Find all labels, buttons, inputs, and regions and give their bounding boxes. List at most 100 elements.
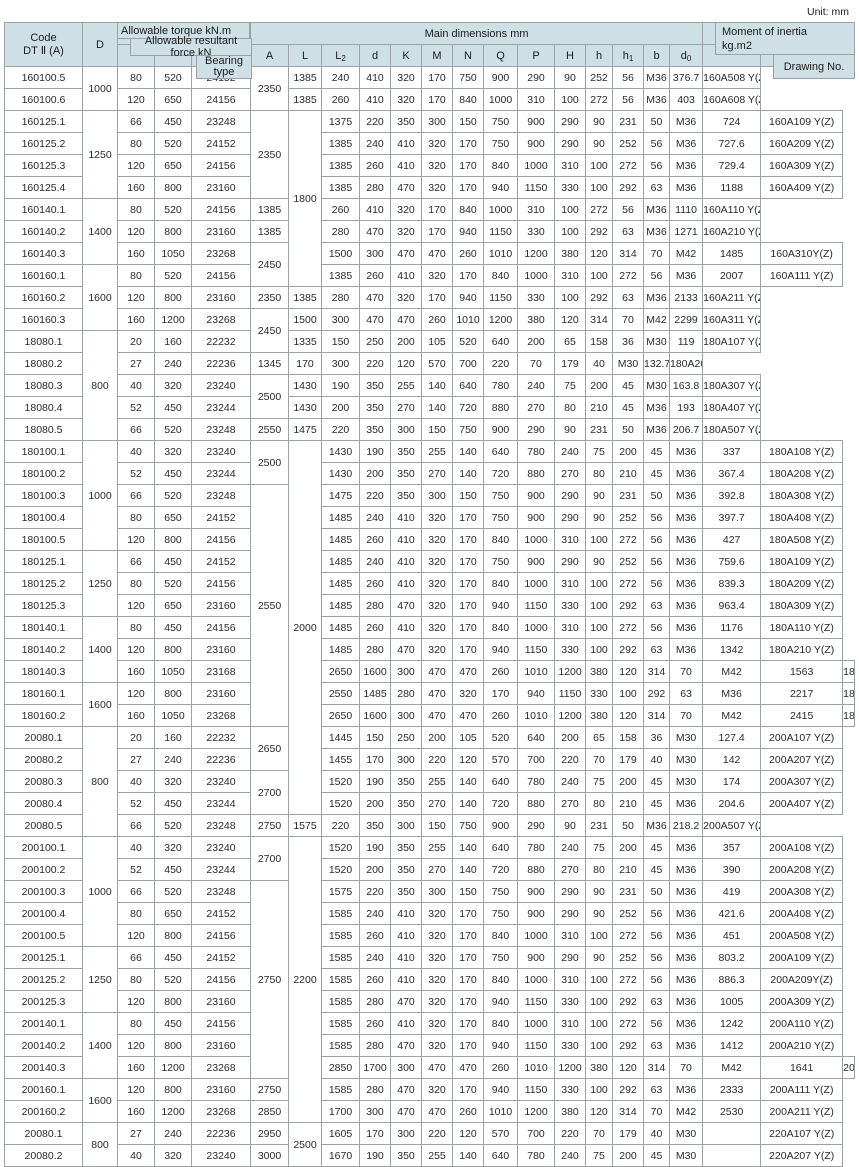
cell-drawing-no: 160A608 Y(Z) [702, 88, 762, 111]
cell-N: 120 [452, 1122, 484, 1145]
cell-bearing-type: 23268 [191, 308, 251, 331]
cell-allowable-force: 800 [154, 176, 192, 199]
cell-A: 3000 [250, 1144, 289, 1167]
cell-bearing-type: 23240 [191, 440, 251, 463]
cell-b: 45 [643, 440, 670, 463]
cell-h: 120 [585, 1100, 613, 1123]
cell-b: 63 [643, 638, 670, 661]
cell-d0: M36 [643, 286, 670, 309]
cell-D: 1250 [82, 550, 118, 617]
cell-H: 290 [554, 902, 586, 925]
cell-moment-of-inertia: 451 [702, 924, 762, 947]
cell-d: 220 [359, 484, 391, 507]
cell-moment-of-inertia: 1485 [702, 242, 762, 265]
cell-K: 410 [390, 968, 422, 991]
cell-D: 1250 [82, 110, 118, 199]
cell-drawing-no: 180A111Y(Z) [842, 682, 855, 705]
header-col-d0: d0 [668, 44, 704, 67]
cell-allowable-force: 320 [154, 440, 192, 463]
cell-Q: 840 [452, 198, 484, 221]
cell-b: 45 [643, 1144, 670, 1167]
cell-P: 880 [483, 396, 518, 419]
cell-H: 290 [517, 66, 555, 89]
cell-H: 330 [554, 1034, 586, 1057]
cell-allowable-torque: 20 [117, 330, 155, 353]
cell-d0: M36 [668, 836, 704, 859]
table-row: 160160.1 1600 80 520 24156 1385 260 410 320 170 84… [4, 264, 855, 331]
cell-h1: 292 [585, 286, 613, 309]
header-bearing-line1: Bearing [205, 55, 243, 67]
cell-moment-of-inertia: 1110 [668, 198, 704, 221]
cell-d0: M36 [668, 110, 704, 133]
header-col-A: A [250, 44, 289, 67]
header-col-N: N [452, 44, 484, 67]
cell-h1: 231 [585, 814, 613, 837]
cell-N: 170 [421, 88, 453, 111]
cell-M: 320 [421, 638, 453, 661]
cell-allowable-force: 450 [154, 550, 192, 573]
cell-code: 200140.3 [4, 1056, 83, 1079]
cell-h1: 252 [612, 506, 644, 529]
cell-h1: 292 [643, 682, 670, 705]
cell-h1: 252 [612, 132, 644, 155]
cell-allowable-torque: 66 [117, 946, 155, 969]
cell-H: 270 [554, 462, 586, 485]
cell-P: 1200 [554, 660, 586, 683]
table-row: 160100.6 120 650 24156 1385 260 410 320 170 840 10… [4, 88, 855, 111]
cell-bearing-type: 24156 [191, 924, 251, 947]
table-row: 160100.510008052024152235013852404103201… [4, 66, 855, 111]
cell-allowable-force: 520 [154, 66, 192, 89]
cell-h1: 272 [612, 616, 644, 639]
cell-h: 65 [554, 330, 586, 353]
cell-P: 1000 [517, 528, 555, 551]
cell-Q: 570 [421, 352, 453, 375]
cell-d0: M30 [668, 1144, 704, 1167]
cell-M: 470 [452, 1056, 484, 1079]
cell-moment-of-inertia: 357 [702, 836, 762, 859]
cell-K: 470 [421, 682, 453, 705]
cell-M: 320 [390, 88, 422, 111]
cell-K: 470 [390, 1078, 422, 1101]
cell-moment-of-inertia: 193 [668, 396, 704, 419]
cell-code: 160160.2 [4, 286, 83, 309]
cell-P: 1150 [554, 682, 586, 705]
cell-A: 2650 [250, 726, 289, 771]
cell-d0: M36 [668, 440, 704, 463]
cell-h: 100 [554, 286, 586, 309]
cell-P: 880 [517, 792, 555, 815]
cell-d: 280 [359, 1034, 391, 1057]
cell-K: 410 [390, 528, 422, 551]
cell-M: 220 [359, 352, 391, 375]
cell-b: 56 [643, 616, 670, 639]
cell-code: 200140.2 [4, 1034, 83, 1057]
cell-allowable-torque: 120 [117, 594, 155, 617]
cell-d0: M36 [668, 616, 704, 639]
cell-drawing-no: 200A207 Y(Z) [760, 748, 844, 771]
cell-H: 290 [554, 132, 586, 155]
cell-h: 80 [585, 858, 613, 881]
cell-b: 63 [612, 220, 644, 243]
cell-N: 170 [421, 220, 453, 243]
cell-D: 1600 [82, 1078, 118, 1123]
cell-h1: 210 [585, 396, 613, 419]
cell-N: 140 [452, 792, 484, 815]
cell-d: 300 [359, 1100, 391, 1123]
cell-code: 18080.4 [4, 396, 83, 419]
cell-H: 380 [554, 242, 586, 265]
cell-A: 2550 [321, 682, 360, 705]
cell-A: 2750 [250, 1078, 289, 1101]
cell-drawing-no: 200A307 Y(Z) [760, 770, 844, 793]
cell-d: 200 [359, 792, 391, 815]
cell-L2: 1575 [321, 880, 360, 903]
cell-A: 2350 [250, 286, 289, 309]
cell-P: 1000 [517, 1012, 555, 1035]
cell-moment-of-inertia [702, 1122, 762, 1145]
cell-allowable-torque: 66 [117, 814, 155, 837]
cell-allowable-force: 1050 [154, 660, 192, 683]
cell-N: 140 [421, 374, 453, 397]
cell-L2: 1385 [288, 88, 322, 111]
cell-allowable-force: 800 [154, 682, 192, 705]
cell-K: 410 [359, 198, 391, 221]
cell-moment-of-inertia: 163.8 [668, 374, 704, 397]
cell-allowable-torque: 80 [117, 616, 155, 639]
